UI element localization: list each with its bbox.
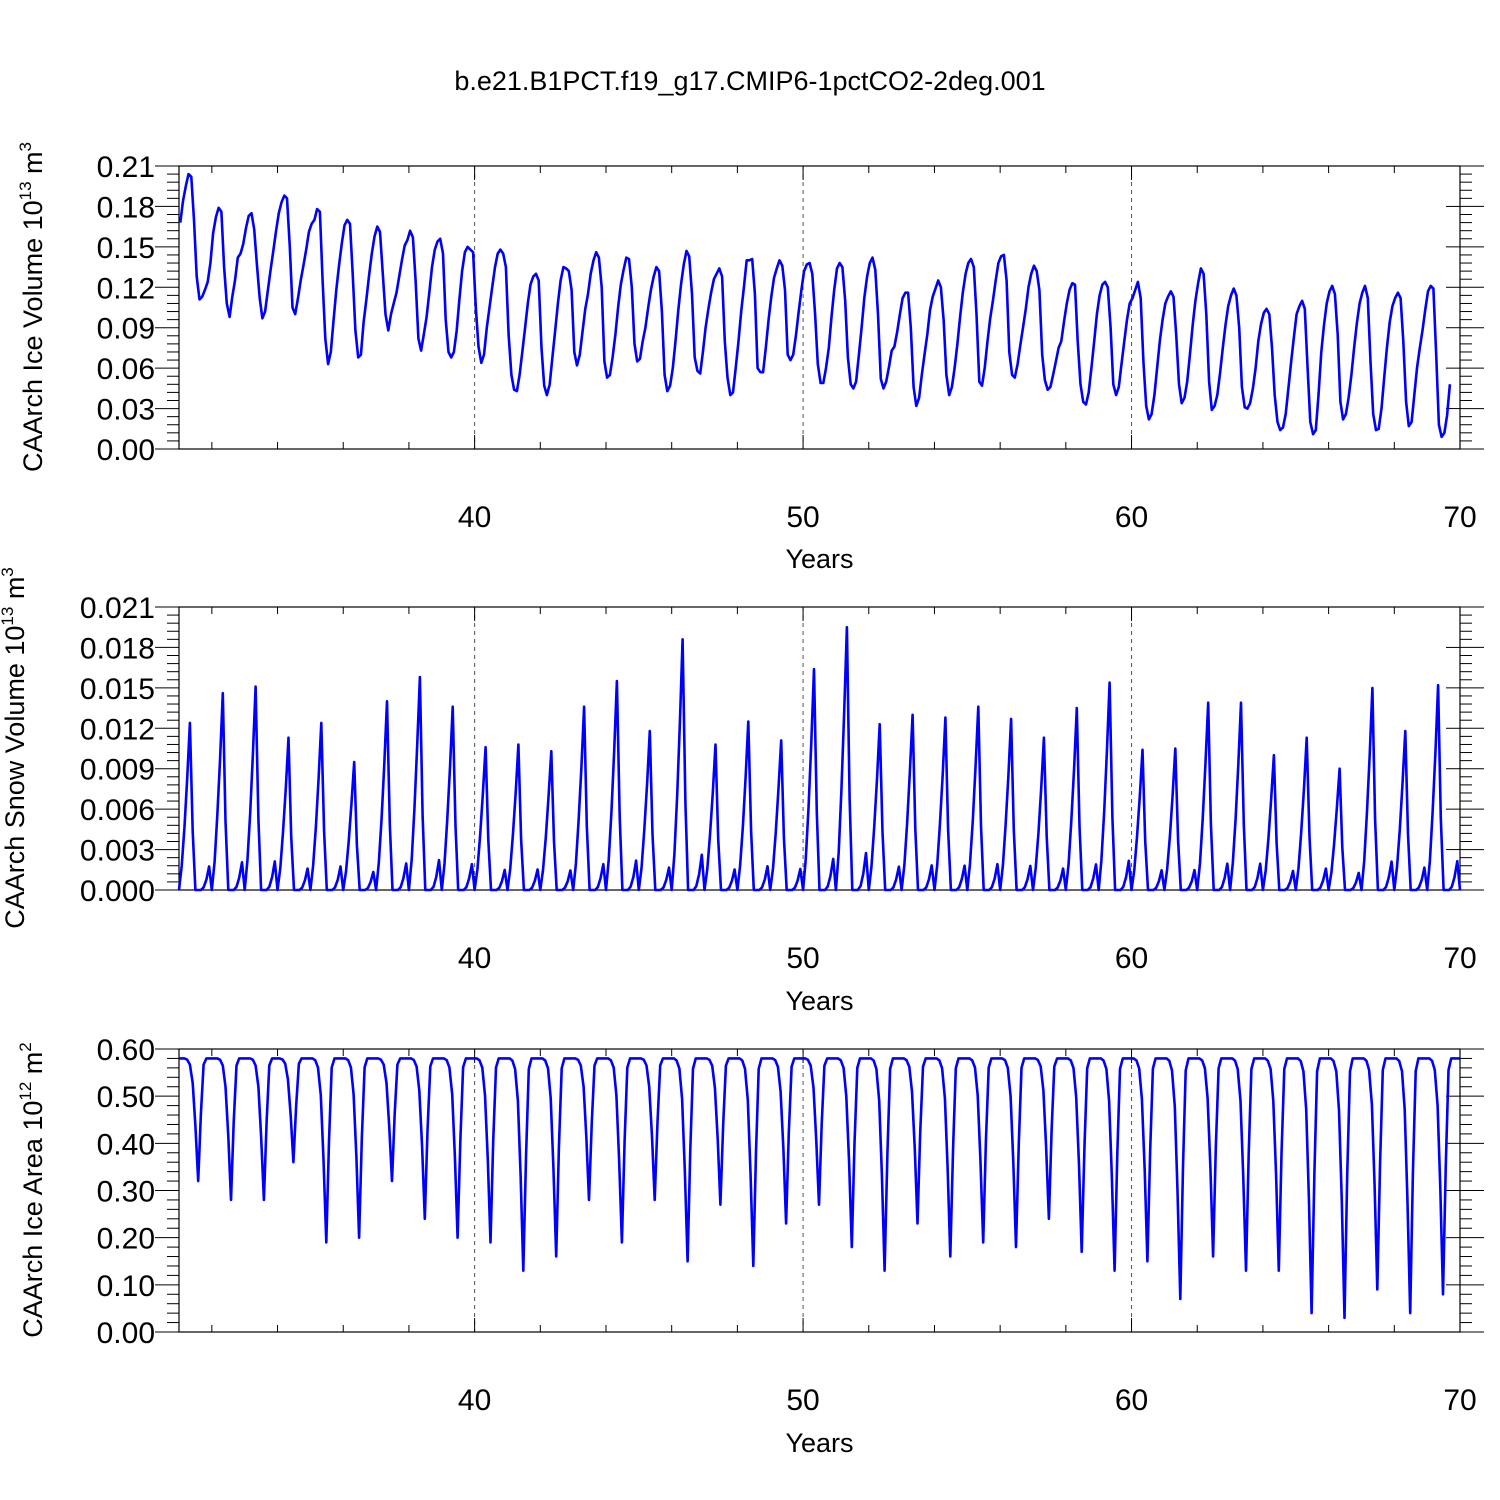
y-tick-label: 0.018 <box>80 632 155 665</box>
y-tick-label: 0.09 <box>97 313 155 346</box>
y-tick-label: 0.000 <box>80 875 155 908</box>
y-tick-label: 0.021 <box>80 592 155 625</box>
series-line <box>179 1057 1460 1320</box>
series-line <box>179 172 1452 439</box>
x-axis-label: Years <box>785 1428 853 1458</box>
x-tick-label: 60 <box>1115 942 1148 975</box>
y-tick-label: 0.15 <box>97 232 155 265</box>
x-tick-label: 50 <box>786 1384 819 1417</box>
y-axis-label: CAArch Snow Volume 1013 m3 <box>0 567 30 929</box>
y-tick-label: 0.60 <box>97 1034 155 1067</box>
x-tick-label: 50 <box>786 501 819 534</box>
figure-title: b.e21.B1PCT.f19_g17.CMIP6-1pctCO2-2deg.0… <box>454 66 1045 96</box>
y-tick-label: 0.015 <box>80 673 155 706</box>
y-axis-label: CAArch Ice Area 1012 m2 <box>16 1042 48 1338</box>
y-axis-label: CAArch Ice Volume 1013 m3 <box>16 142 48 472</box>
x-tick-label: 40 <box>458 501 491 534</box>
x-axis-label: Years <box>785 986 853 1016</box>
x-tick-label: 70 <box>1443 501 1476 534</box>
y-tick-label: 0.012 <box>80 713 155 746</box>
y-tick-label: 0.20 <box>97 1223 155 1256</box>
y-tick-label: 0.50 <box>97 1081 155 1114</box>
y-tick-label: 0.30 <box>97 1176 155 1209</box>
snow-volume-panel: 0.000 0.003 0.006 0.009 0.012 0.015 0.018 0.021… <box>0 567 1484 1016</box>
x-tick-label: 70 <box>1443 942 1476 975</box>
y-tick-label: 0.12 <box>97 272 155 305</box>
y-tick-label: 0.00 <box>97 1317 155 1350</box>
y-tick-label: 0.03 <box>97 394 155 427</box>
y-tick-label: 0.003 <box>80 835 155 868</box>
y-tick-label: 0.21 <box>97 151 155 184</box>
y-tick-label: 0.10 <box>97 1270 155 1303</box>
ice-area-panel: 0.00 0.10 0.20 0.30 0.40 0.50 0.60 40 50 60 70 Year… <box>16 1034 1484 1458</box>
x-tick-label: 50 <box>786 942 819 975</box>
ice-volume-panel: 0.00 0.03 0.06 0.09 0.12 0.15 0.18 0.21 40 50 60 70… <box>16 142 1484 574</box>
x-tick-label: 60 <box>1115 501 1148 534</box>
series-line <box>177 625 1462 892</box>
x-tick-label: 70 <box>1443 1384 1476 1417</box>
y-tick-label: 0.006 <box>80 794 155 827</box>
plot-frame <box>178 165 1461 450</box>
x-tick-label: 60 <box>1115 1384 1148 1417</box>
y-tick-label: 0.009 <box>80 754 155 787</box>
x-axis-label: Years <box>785 544 853 574</box>
y-tick-label: 0.06 <box>97 353 155 386</box>
x-tick-label: 40 <box>458 942 491 975</box>
y-tick-label: 0.00 <box>97 434 155 467</box>
y-tick-label: 0.18 <box>97 191 155 224</box>
x-tick-label: 40 <box>458 1384 491 1417</box>
y-tick-label: 0.40 <box>97 1128 155 1161</box>
